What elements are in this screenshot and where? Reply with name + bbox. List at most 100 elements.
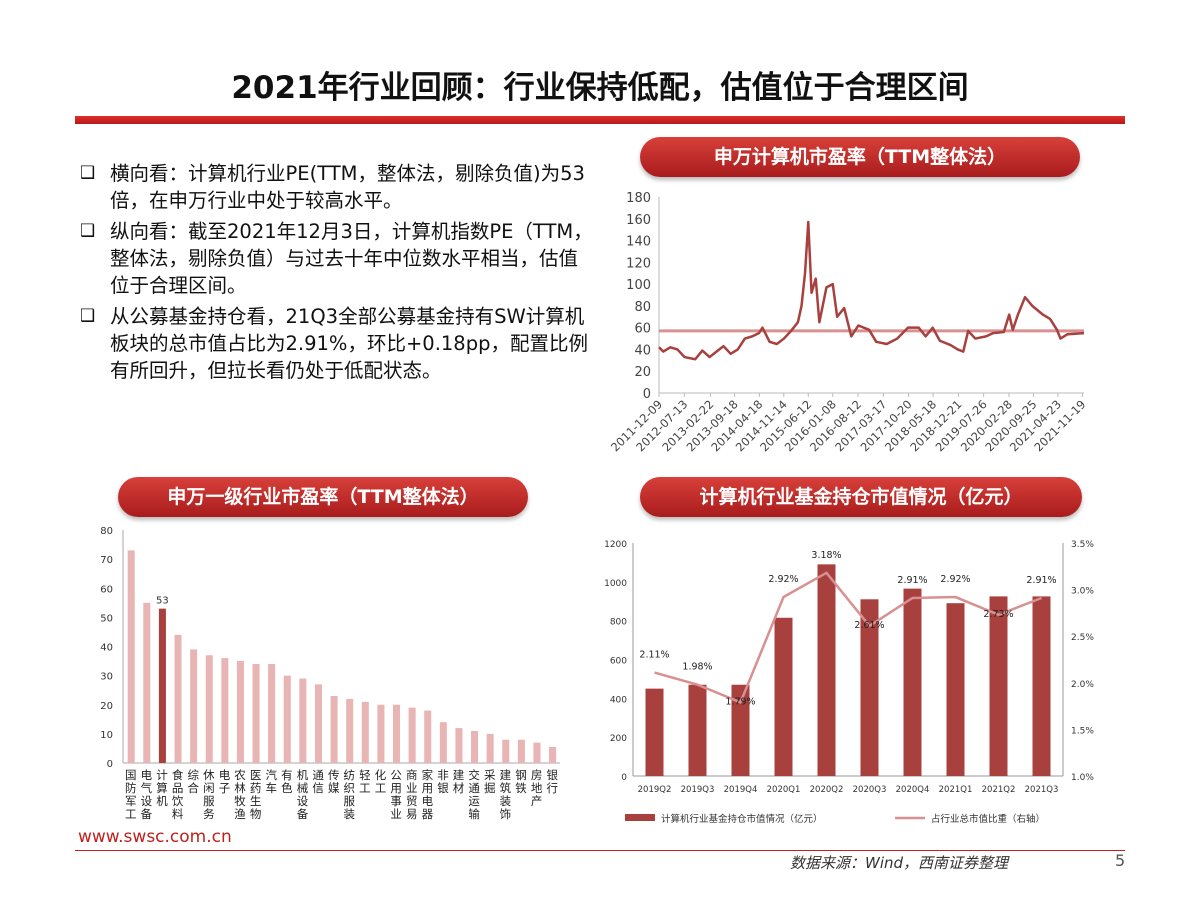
bar-轻工 bbox=[361, 701, 369, 763]
x-tick-label: 务 bbox=[203, 807, 215, 821]
x-tick-label: 银 bbox=[546, 768, 558, 782]
y2-tick-label: 2.0% bbox=[1071, 680, 1094, 690]
y-tick-label: 180 bbox=[626, 191, 651, 206]
x-tick-label: 工 bbox=[359, 781, 371, 795]
data-label: 2.11% bbox=[639, 650, 669, 661]
bar-食品饮料 bbox=[174, 634, 182, 763]
y-tick-label: 10 bbox=[100, 730, 113, 741]
bar-2020Q4 bbox=[903, 588, 922, 776]
x-tick-label: 产 bbox=[531, 794, 543, 808]
x-tick-label: 品 bbox=[172, 781, 184, 795]
x-tick-label: 2019Q2 bbox=[638, 785, 672, 795]
bar-家用电器 bbox=[424, 710, 432, 763]
page-title: 2021年行业回顾：行业保持低配，估值位于合理区间 bbox=[231, 70, 969, 106]
y-tick-label: 160 bbox=[626, 213, 651, 228]
data-label: 2.91% bbox=[1026, 575, 1056, 586]
x-tick-label: 行 bbox=[546, 781, 558, 795]
bar-综合 bbox=[190, 649, 198, 763]
data-label: 1.79% bbox=[725, 696, 755, 707]
page-number: 5 bbox=[1115, 851, 1126, 870]
footer-url[interactable]: www.swsc.com.cn bbox=[78, 827, 232, 847]
x-tick-label: 筑 bbox=[500, 781, 512, 795]
x-tick-label: 渔 bbox=[234, 807, 246, 821]
bar-医药生物 bbox=[252, 663, 260, 763]
x-tick-label: 料 bbox=[172, 807, 184, 821]
x-tick-label: 通 bbox=[312, 768, 324, 782]
x-tick-label: 器 bbox=[422, 807, 434, 821]
x-tick-label: 银 bbox=[437, 781, 449, 795]
y-tick-label: 1000 bbox=[604, 579, 627, 589]
y-tick-label: 70 bbox=[100, 555, 113, 566]
pe-line-chart: 0204060801001201401601802011-12-092012-0… bbox=[608, 191, 1089, 454]
legend-bar-swatch bbox=[625, 814, 655, 821]
x-tick-label: 食 bbox=[172, 768, 184, 782]
x-tick-label: 物 bbox=[250, 807, 261, 821]
bullet-text: 从公募基金持仓看，21Q3全部公募基金持有SW计算机板块的总市值占比为2.91%… bbox=[110, 305, 588, 382]
y-tick-label: 0 bbox=[107, 759, 113, 770]
x-tick-label: 掘 bbox=[484, 781, 496, 795]
x-tick-label: 公 bbox=[390, 768, 402, 782]
data-label: 2.92% bbox=[768, 574, 798, 585]
x-tick-label: 2019Q3 bbox=[681, 785, 715, 795]
bar-休闲服务 bbox=[205, 655, 213, 763]
y-tick-label: 400 bbox=[610, 695, 627, 705]
x-tick-label: 建 bbox=[453, 768, 465, 782]
y-tick-label: 200 bbox=[610, 734, 627, 744]
y-tick-label: 60 bbox=[634, 322, 651, 337]
x-tick-label: 医 bbox=[250, 768, 261, 782]
chart2-title: 申万一级行业市盈率（TTM整体法） bbox=[118, 477, 528, 517]
fund-holding-chart: 0 200 400 600 800 1000 1200 1.0% 1.5% 2.0% 2.5% 3.0… bbox=[604, 540, 1094, 825]
x-tick-label: 服 bbox=[203, 794, 215, 808]
x-tick-label: 2020Q4 bbox=[896, 785, 930, 795]
x-tick-label: 2020Q3 bbox=[853, 785, 887, 795]
bar-2021Q2 bbox=[989, 596, 1008, 776]
x-tick-label: 设 bbox=[141, 794, 153, 808]
bullet-item: ❑ 横向看：计算机行业PE(TTM，整体法，剔除负值)为53倍，在申万行业中处于较… bbox=[80, 160, 595, 214]
x-tick-label: 钢 bbox=[515, 768, 527, 782]
bar-2021Q3 bbox=[1032, 596, 1051, 776]
x-tick-label: 化 bbox=[375, 768, 387, 782]
x-tick-label: 通 bbox=[468, 781, 480, 795]
x-tick-label: 国 bbox=[125, 768, 137, 782]
bar-农林牧渔 bbox=[236, 661, 244, 763]
x-tick-label: 生 bbox=[250, 794, 261, 808]
x-tick-label: 用 bbox=[390, 781, 402, 795]
bar-通信 bbox=[314, 684, 322, 763]
bar-房地产 bbox=[533, 742, 541, 763]
x-tick-label: 装 bbox=[344, 807, 356, 821]
data-label: 2.61% bbox=[854, 620, 884, 631]
x-tick-label: 服 bbox=[344, 794, 356, 808]
bar-2019Q4 bbox=[731, 684, 750, 776]
x-tick-label: 饰 bbox=[500, 807, 512, 821]
y-tick-label: 800 bbox=[610, 618, 627, 628]
bar-商业贸易 bbox=[408, 707, 416, 763]
y-tick-label: 120 bbox=[626, 256, 651, 271]
x-tick-label: 防 bbox=[125, 781, 137, 795]
y-tick-label: 80 bbox=[100, 526, 113, 537]
x-tick-label: 装 bbox=[500, 794, 512, 808]
x-tick-label: 牧 bbox=[234, 794, 246, 808]
x-tick-label: 工 bbox=[125, 807, 137, 821]
y-tick-label: 40 bbox=[100, 643, 113, 654]
x-tick-label: 2020Q2 bbox=[810, 785, 844, 795]
x-tick-label: 织 bbox=[344, 781, 356, 795]
bar-银行 bbox=[549, 746, 557, 763]
bar-有色 bbox=[283, 675, 291, 763]
x-tick-label: 非 bbox=[437, 768, 449, 782]
x-tick-label: 汽 bbox=[266, 768, 278, 782]
x-tick-label: 药 bbox=[250, 781, 261, 795]
bar-建材 bbox=[455, 728, 463, 763]
y-tick-label: 0 bbox=[643, 387, 651, 402]
y-tick-label: 60 bbox=[100, 584, 113, 595]
x-tick-label: 农 bbox=[234, 768, 246, 782]
bar-计算机 bbox=[158, 608, 166, 763]
data-label: 2.92% bbox=[940, 574, 970, 585]
x-tick-label: 备 bbox=[141, 807, 153, 821]
data-label: 1.98% bbox=[682, 662, 712, 673]
x-tick-label: 2021Q3 bbox=[1025, 785, 1059, 795]
x-tick-label: 业 bbox=[406, 781, 418, 795]
x-tick-label: 工 bbox=[375, 781, 387, 795]
bar-2019Q2 bbox=[645, 688, 664, 776]
bullet-item: ❑ 从公募基金持仓看，21Q3全部公募基金持有SW计算机板块的总市值占比为2.91… bbox=[80, 303, 595, 384]
data-label: 3.18% bbox=[811, 550, 841, 561]
